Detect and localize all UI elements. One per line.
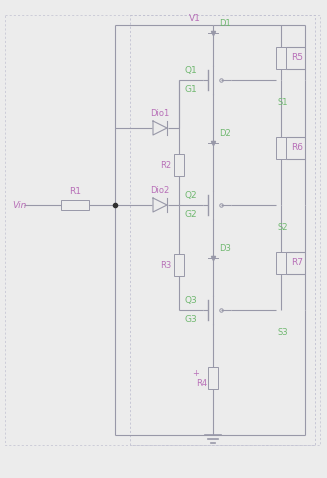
- Text: R1: R1: [69, 187, 81, 196]
- Text: R7: R7: [291, 258, 303, 267]
- Bar: [208, 367, 218, 389]
- Text: Dio1: Dio1: [150, 109, 170, 118]
- Text: G3: G3: [185, 315, 198, 324]
- Bar: [276, 137, 286, 159]
- Text: Dio2: Dio2: [150, 186, 170, 195]
- Text: D1: D1: [219, 19, 231, 28]
- Text: S2: S2: [278, 223, 288, 232]
- Text: Q1: Q1: [185, 66, 198, 75]
- Bar: [130, 15, 315, 445]
- Text: R4: R4: [196, 380, 207, 389]
- Text: Vin: Vin: [12, 200, 26, 209]
- Text: S1: S1: [278, 98, 288, 107]
- Text: +: +: [192, 369, 199, 379]
- Text: R5: R5: [291, 53, 303, 62]
- Text: R2: R2: [160, 161, 171, 170]
- Text: R6: R6: [291, 143, 303, 152]
- Text: Q3: Q3: [185, 296, 198, 305]
- Text: Q2: Q2: [185, 191, 197, 200]
- Bar: [174, 154, 184, 176]
- Text: G2: G2: [185, 210, 197, 219]
- Bar: [174, 254, 184, 276]
- Text: R3: R3: [160, 261, 171, 270]
- Text: D2: D2: [219, 129, 231, 138]
- Bar: [61, 200, 89, 210]
- Text: S3: S3: [278, 328, 289, 337]
- Text: D3: D3: [219, 243, 231, 252]
- Bar: [276, 251, 286, 273]
- Bar: [5, 15, 320, 445]
- Text: V1: V1: [189, 14, 201, 23]
- Text: G1: G1: [185, 85, 198, 94]
- Bar: [276, 46, 286, 68]
